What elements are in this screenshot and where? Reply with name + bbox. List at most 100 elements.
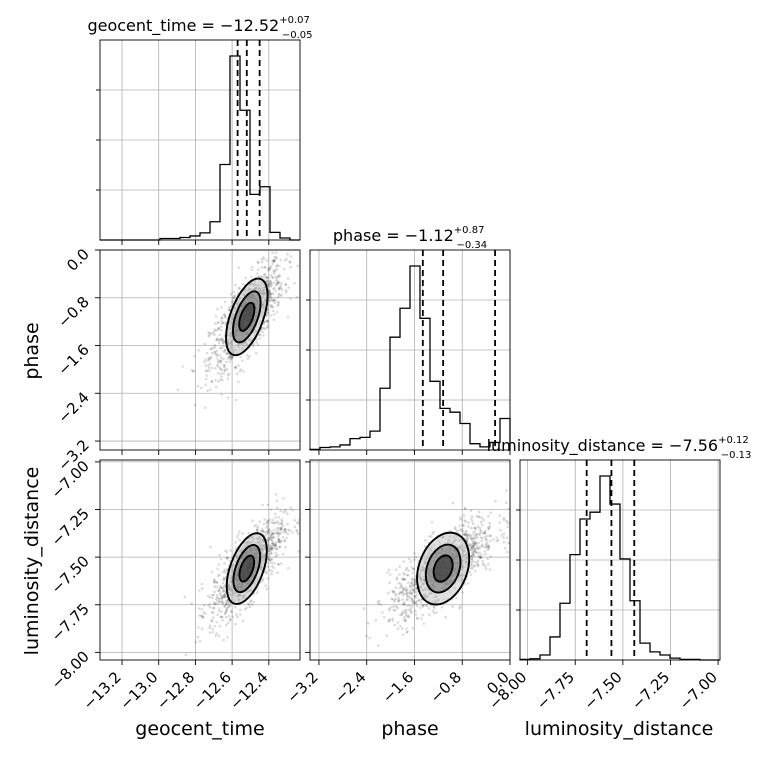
sample-point — [489, 555, 492, 558]
sample-point — [222, 589, 225, 593]
sample-point — [388, 618, 392, 621]
sample-point — [276, 571, 279, 574]
sample-point — [388, 573, 392, 576]
sample-point — [473, 534, 477, 538]
sample-point — [410, 605, 414, 608]
sample-point — [278, 287, 281, 290]
sample-point — [274, 275, 277, 278]
sample-point — [409, 607, 412, 610]
sample-point — [273, 298, 277, 301]
sample-point — [470, 538, 473, 541]
histogram-phase — [309, 265, 511, 451]
sample-point — [192, 369, 195, 373]
sample-point — [207, 364, 210, 367]
sample-point — [278, 540, 281, 543]
sample-point — [197, 349, 201, 352]
sample-point — [500, 534, 504, 537]
sample-point — [264, 534, 267, 538]
sample-point — [505, 489, 508, 492]
sample-point — [273, 260, 276, 263]
sample-point — [227, 614, 231, 618]
x-tick-label: −1.6 — [379, 668, 417, 706]
sample-point — [413, 595, 417, 598]
sample-point — [266, 269, 270, 272]
sample-point — [276, 534, 280, 538]
sample-point — [224, 369, 227, 372]
sample-point — [222, 593, 225, 597]
sample-point — [415, 587, 418, 590]
sample-point — [280, 526, 283, 529]
panel-luminosity_distance-luminosity_distance: −8.00 −7.75 −7.50 −7.25 −7.00 — [485, 459, 721, 713]
sample-point — [269, 508, 273, 511]
sample-point — [272, 566, 276, 570]
panel-geocent_time-luminosity_distance: −13.2−13.0−12.8−12.6−12.4 −8.00−7.75−7.50… — [48, 457, 301, 713]
sample-point — [270, 546, 274, 550]
sample-point — [431, 609, 435, 612]
sample-point — [219, 359, 223, 363]
sample-point — [265, 587, 269, 591]
sample-point — [410, 599, 414, 602]
sample-point — [472, 543, 476, 547]
sample-point — [278, 275, 282, 278]
sample-point — [471, 536, 475, 540]
sample-point — [260, 260, 264, 264]
sample-point — [279, 540, 283, 544]
sample-point — [410, 592, 413, 596]
sample-point — [411, 571, 415, 575]
sample-point — [288, 529, 292, 532]
sample-point — [473, 540, 477, 543]
sample-point — [396, 627, 400, 630]
sample-point — [223, 584, 226, 588]
sample-point — [276, 276, 279, 280]
sample-point — [266, 561, 269, 564]
sample-point — [465, 538, 469, 541]
sample-point — [470, 550, 474, 553]
sample-point — [220, 306, 223, 309]
sample-point — [274, 255, 278, 259]
sample-point — [400, 612, 404, 615]
sample-point — [405, 589, 409, 593]
sample-point — [477, 547, 480, 550]
sample-point — [225, 599, 228, 603]
sample-point — [275, 283, 279, 286]
sample-point — [223, 348, 227, 352]
sample-point — [261, 275, 264, 279]
sample-point — [267, 549, 271, 553]
sample-point — [410, 566, 414, 569]
sample-point — [296, 264, 300, 268]
sample-point — [481, 543, 484, 546]
sample-point — [266, 282, 269, 286]
sample-point — [220, 338, 224, 342]
sample-point — [198, 639, 202, 643]
sample-point — [233, 295, 236, 298]
sample-point — [216, 363, 219, 367]
sample-point — [218, 588, 221, 591]
sample-point — [502, 541, 506, 544]
sample-point — [264, 570, 268, 574]
sample-point — [221, 615, 224, 619]
sample-point — [233, 365, 237, 369]
sample-point — [282, 531, 285, 534]
sample-point — [225, 623, 228, 627]
sample-point — [212, 606, 216, 610]
sample-point — [266, 520, 270, 523]
sample-point — [277, 516, 281, 519]
sample-point — [404, 568, 408, 571]
sample-point — [414, 579, 417, 583]
sample-point — [397, 592, 401, 596]
sample-point — [255, 591, 259, 594]
sample-point — [277, 538, 280, 541]
sample-point — [231, 355, 234, 359]
sample-point — [288, 260, 292, 264]
sample-point — [210, 380, 214, 383]
sample-point — [396, 621, 400, 624]
sample-point — [409, 609, 413, 613]
sample-point — [273, 547, 276, 550]
sample-point — [239, 608, 242, 612]
sample-point — [270, 284, 273, 287]
sample-point — [250, 268, 254, 272]
sample-point — [268, 547, 272, 551]
sample-point — [406, 588, 409, 591]
sample-point — [276, 282, 280, 285]
sample-point — [218, 573, 221, 576]
